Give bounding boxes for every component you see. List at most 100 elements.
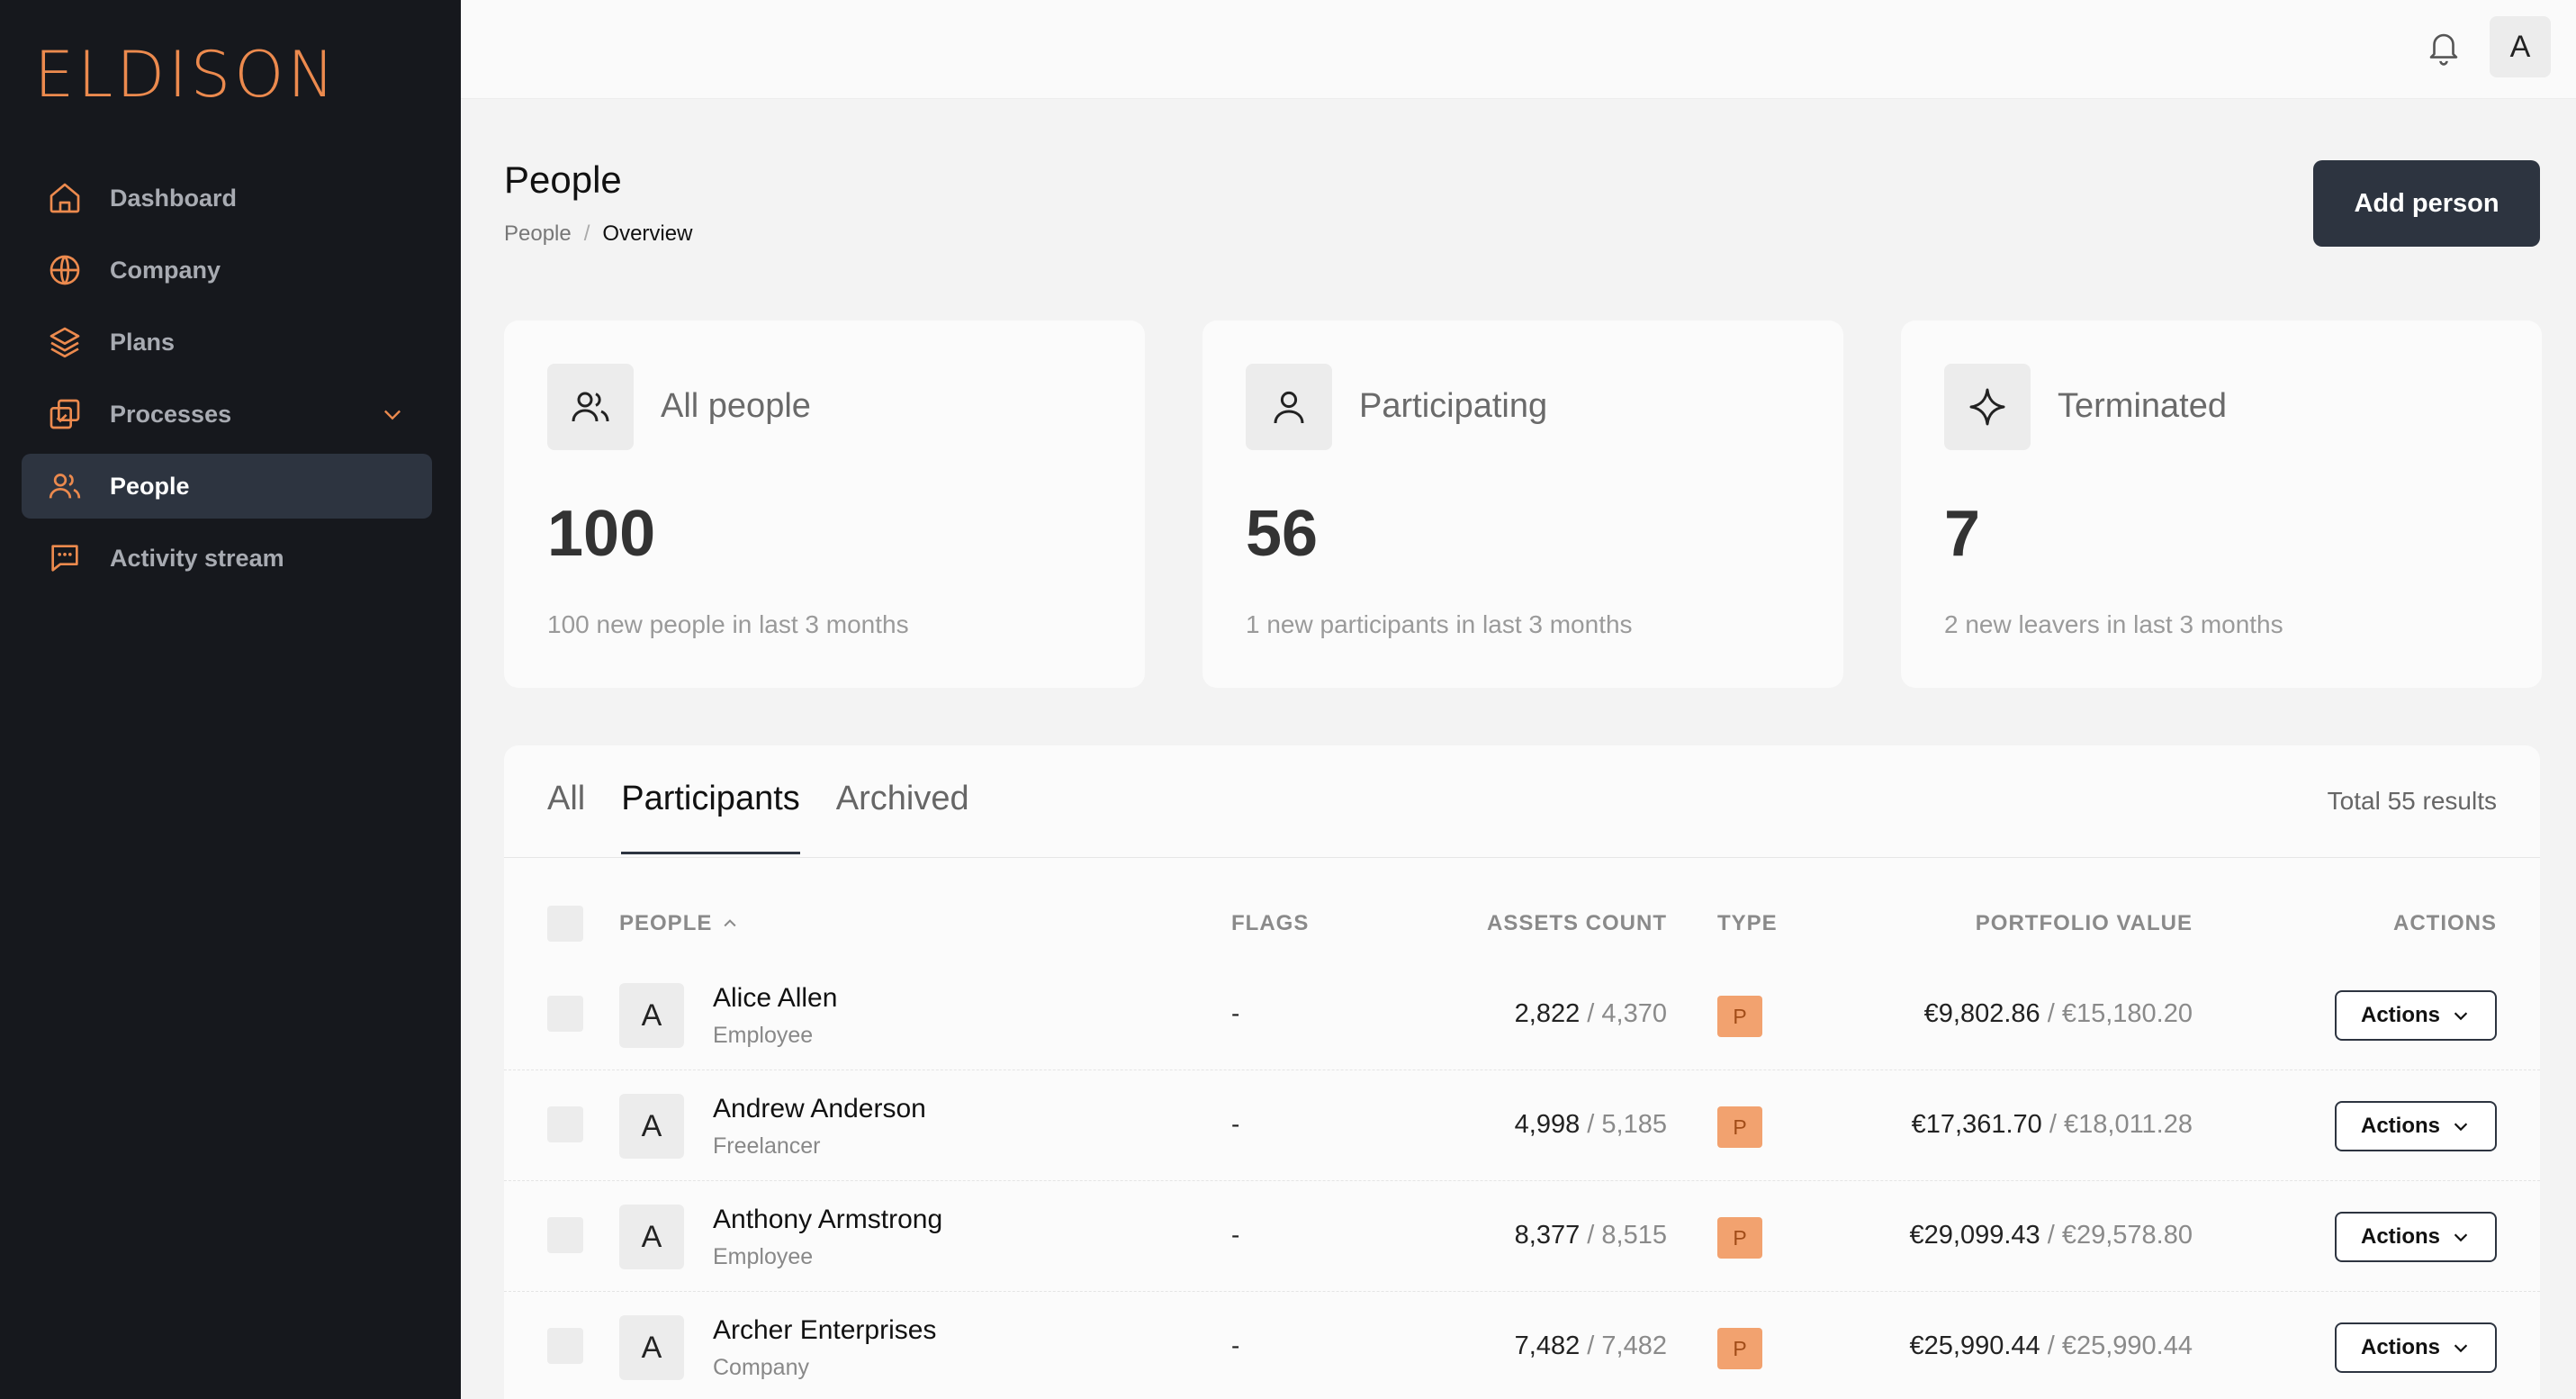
sidebar-item-company[interactable]: Company	[22, 238, 432, 302]
flags-cell: -	[1231, 1110, 1240, 1138]
type-badge: P	[1717, 1217, 1762, 1259]
sidebar-item-label: Company	[110, 256, 221, 284]
tab-archived[interactable]: Archived	[835, 780, 969, 817]
stat-card-value: 56	[1246, 498, 1319, 570]
person-name[interactable]: Alice Allen	[713, 983, 838, 1013]
page-title: People	[504, 158, 622, 201]
sidebar-item-activity-stream[interactable]: Activity stream	[22, 526, 432, 591]
assets-count-cell: 2,822 / 4,370	[1514, 999, 1667, 1028]
portfolio-total: €15,180.20	[2061, 999, 2193, 1028]
type-badge: P	[1717, 1106, 1762, 1148]
sidebar-item-label: Plans	[110, 328, 176, 356]
portfolio-value: €29,099.43	[1909, 1221, 2040, 1250]
results-total: Total 55 results	[2327, 787, 2497, 815]
breadcrumb-separator: /	[583, 221, 590, 246]
portfolio-value-cell: €9,802.86 / €15,180.20	[1923, 999, 2193, 1028]
stat-card-participating: Participating 56 1 new participants in l…	[1202, 320, 1843, 688]
type-badge: P	[1717, 1328, 1762, 1369]
users-icon	[547, 364, 634, 450]
users-icon	[47, 468, 83, 504]
actions-button[interactable]: Actions	[2335, 1322, 2497, 1373]
layers-icon	[47, 324, 83, 360]
row-checkbox[interactable]	[547, 1106, 583, 1142]
portfolio-total: €18,011.28	[2064, 1110, 2193, 1139]
actions-button[interactable]: Actions	[2335, 1101, 2497, 1151]
table-tabs: All Participants Archived	[547, 780, 969, 854]
column-header-type: TYPE	[1717, 911, 1778, 935]
tab-all[interactable]: All	[547, 780, 586, 817]
sidebar-item-dashboard[interactable]: Dashboard	[22, 166, 432, 230]
sidebar: ELDISON Dashboard Company Plans Processe…	[0, 0, 461, 1399]
type-badge: P	[1717, 996, 1762, 1037]
table-row: A Alice Allen Employee - 2,822 / 4,370 P…	[504, 960, 2540, 1070]
row-checkbox[interactable]	[547, 996, 583, 1032]
flags-cell: -	[1231, 999, 1240, 1027]
actions-button[interactable]: Actions	[2335, 990, 2497, 1041]
sidebar-item-people[interactable]: People	[22, 454, 432, 519]
sidebar-nav: Dashboard Company Plans Processes Peo	[22, 166, 432, 598]
stat-card-value: 7	[1944, 498, 1981, 570]
people-table-panel: All Participants Archived Total 55 resul…	[504, 745, 2540, 1399]
avatar: A	[619, 1094, 684, 1159]
row-checkbox[interactable]	[547, 1328, 583, 1364]
column-header-portfolio-value: PORTFOLIO VALUE	[1975, 911, 2193, 935]
breadcrumb-current: Overview	[602, 221, 693, 246]
sidebar-item-processes[interactable]: Processes	[22, 382, 432, 447]
person-role: Company	[713, 1355, 809, 1380]
sidebar-item-label: Activity stream	[110, 544, 284, 572]
assets-total: 4,370	[1601, 999, 1667, 1028]
portfolio-value-cell: €29,099.43 / €29,578.80	[1909, 1221, 2193, 1250]
stat-card-title: Participating	[1359, 387, 1548, 425]
add-person-button[interactable]: Add person	[2313, 160, 2540, 247]
user-icon	[1246, 364, 1332, 450]
portfolio-value: €25,990.44	[1909, 1331, 2040, 1360]
sidebar-item-label: Dashboard	[110, 184, 238, 212]
column-header-people[interactable]: PEOPLE	[619, 911, 739, 936]
person-name[interactable]: Archer Enterprises	[713, 1315, 937, 1345]
stat-card-title: All people	[661, 387, 811, 425]
portfolio-value: €17,361.70	[1911, 1110, 2042, 1139]
tab-participants[interactable]: Participants	[621, 780, 800, 854]
select-all-checkbox[interactable]	[547, 906, 583, 942]
assets-count: 2,822	[1514, 999, 1581, 1028]
assets-count: 8,377	[1514, 1221, 1581, 1250]
portfolio-total: €29,578.80	[2061, 1221, 2193, 1250]
sidebar-item-plans[interactable]: Plans	[22, 310, 432, 375]
assets-count: 4,998	[1514, 1110, 1581, 1139]
table-row: A Anthony Armstrong Employee - 8,377 / 8…	[504, 1181, 2540, 1292]
person-role: Employee	[713, 1244, 814, 1269]
brand-logo[interactable]: ELDISON	[34, 38, 338, 112]
actions-button[interactable]: Actions	[2335, 1212, 2497, 1262]
portfolio-value-cell: €25,990.44 / €25,990.44	[1909, 1331, 2193, 1360]
portfolio-value: €9,802.86	[1923, 999, 2040, 1028]
stat-card-terminated: Terminated 7 2 new leavers in last 3 mon…	[1901, 320, 2542, 688]
user-avatar[interactable]: A	[2490, 16, 2551, 77]
avatar: A	[619, 1205, 684, 1269]
row-checkbox[interactable]	[547, 1217, 583, 1253]
stat-card-title: Terminated	[2058, 387, 2227, 425]
avatar: A	[619, 1315, 684, 1380]
assets-total: 5,185	[1601, 1110, 1667, 1139]
portfolio-value-cell: €17,361.70 / €18,011.28	[1911, 1110, 2193, 1139]
assets-total: 7,482	[1601, 1331, 1667, 1360]
chevron-down-icon[interactable]	[380, 402, 405, 427]
actions-label: Actions	[2360, 1003, 2440, 1027]
table-row: A Archer Enterprises Company - 7,482 / 7…	[504, 1292, 2540, 1399]
assets-count-cell: 8,377 / 8,515	[1514, 1221, 1667, 1250]
actions-label: Actions	[2360, 1224, 2440, 1249]
breadcrumb-root[interactable]: People	[504, 221, 572, 246]
person-name[interactable]: Anthony Armstrong	[713, 1205, 943, 1234]
notification-bell-icon[interactable]	[2425, 27, 2463, 68]
assets-total: 8,515	[1601, 1221, 1667, 1250]
assets-count-cell: 7,482 / 7,482	[1514, 1331, 1667, 1360]
flags-cell: -	[1231, 1221, 1240, 1249]
actions-label: Actions	[2360, 1335, 2440, 1359]
portfolio-total: €25,990.44	[2061, 1331, 2193, 1360]
chevron-up-icon	[724, 919, 736, 927]
flags-cell: -	[1231, 1331, 1240, 1359]
actions-label: Actions	[2360, 1114, 2440, 1138]
breadcrumb: People / Overview	[504, 221, 692, 247]
stat-card-subtitle: 1 new participants in last 3 months	[1246, 610, 1633, 638]
top-bar: A	[461, 0, 2576, 99]
person-name[interactable]: Andrew Anderson	[713, 1094, 926, 1124]
